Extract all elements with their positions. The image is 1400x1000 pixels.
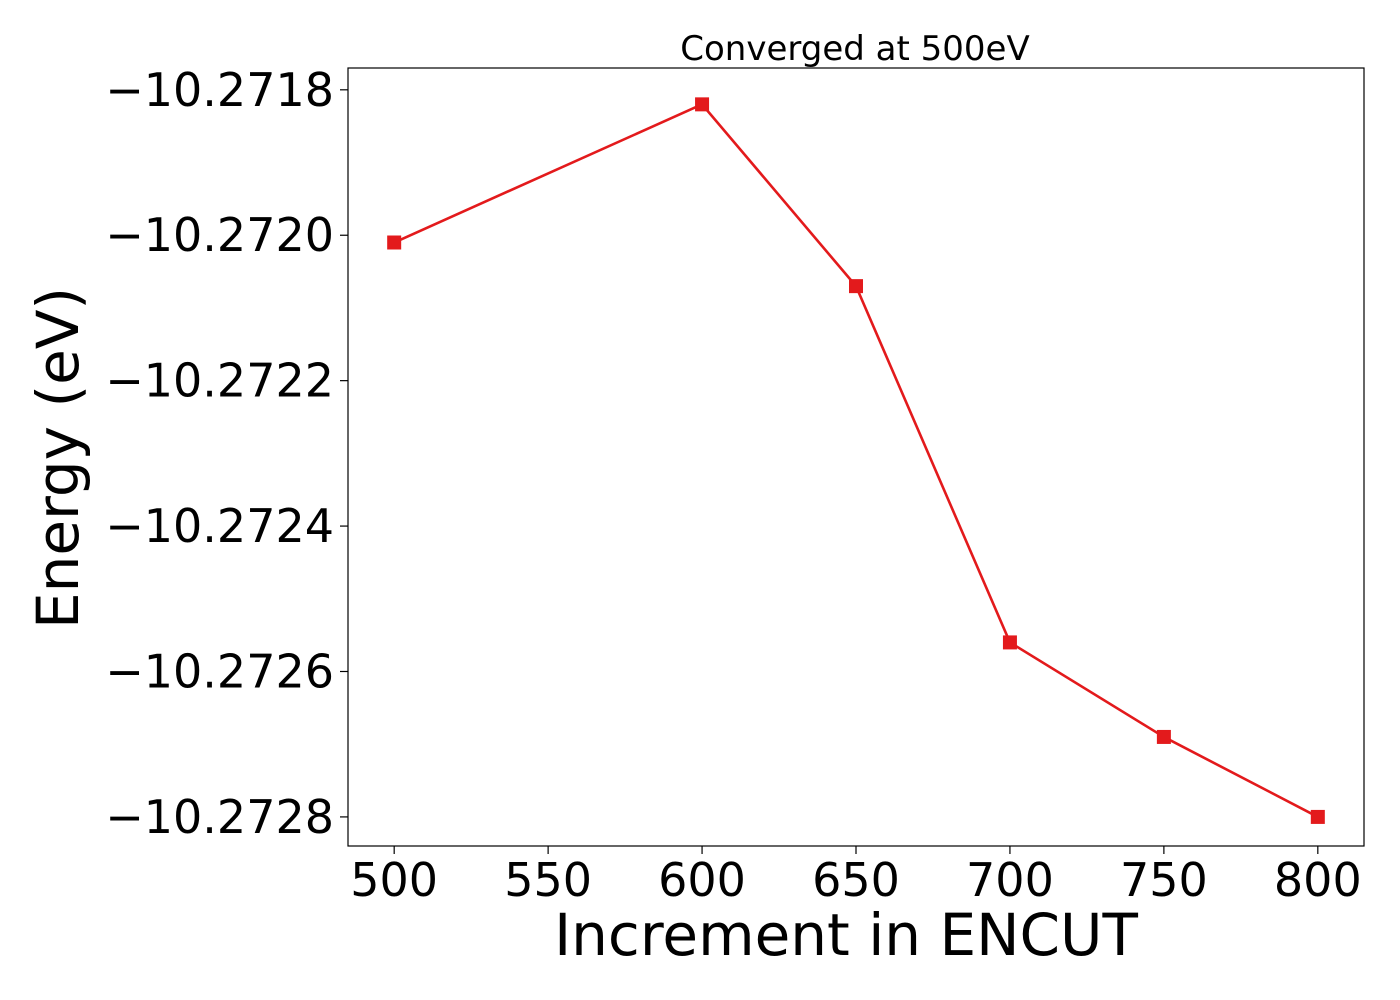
y-tick-label: −10.2718: [105, 63, 334, 117]
x-tick-label: 550: [504, 853, 592, 907]
y-axis-title: Energy (eV): [24, 287, 92, 629]
x-tick-label: 700: [966, 853, 1054, 907]
data-point: [1002, 635, 1017, 650]
x-tick-label: 600: [658, 853, 746, 907]
y-tick-label: −10.2722: [105, 354, 334, 408]
chart-title: Converged at 500eV: [680, 29, 1029, 69]
data-point: [387, 235, 402, 250]
data-point: [849, 279, 863, 294]
x-tick-label: 800: [1274, 853, 1362, 907]
x-axis-title: Increment in ENCUT: [554, 901, 1138, 969]
series-line: [393, 103, 1319, 819]
plot-area: 500 550 600 650 700 750 800 −10.2728 −10.2726 −10…: [105, 63, 1365, 907]
y-tick-label: −10.2728: [105, 790, 334, 844]
x-tick-label: 750: [1120, 853, 1208, 907]
plot-frame: [347, 67, 1365, 847]
data-point: [695, 97, 710, 112]
y-tick-label: −10.2720: [105, 208, 334, 262]
data-point: [1310, 809, 1325, 824]
x-tick-label: 650: [812, 853, 900, 907]
x-tick-label: 500: [350, 853, 438, 907]
y-tick-label: −10.2726: [105, 644, 334, 698]
data-point: [1156, 729, 1171, 744]
y-tick-label: −10.2724: [105, 499, 334, 553]
